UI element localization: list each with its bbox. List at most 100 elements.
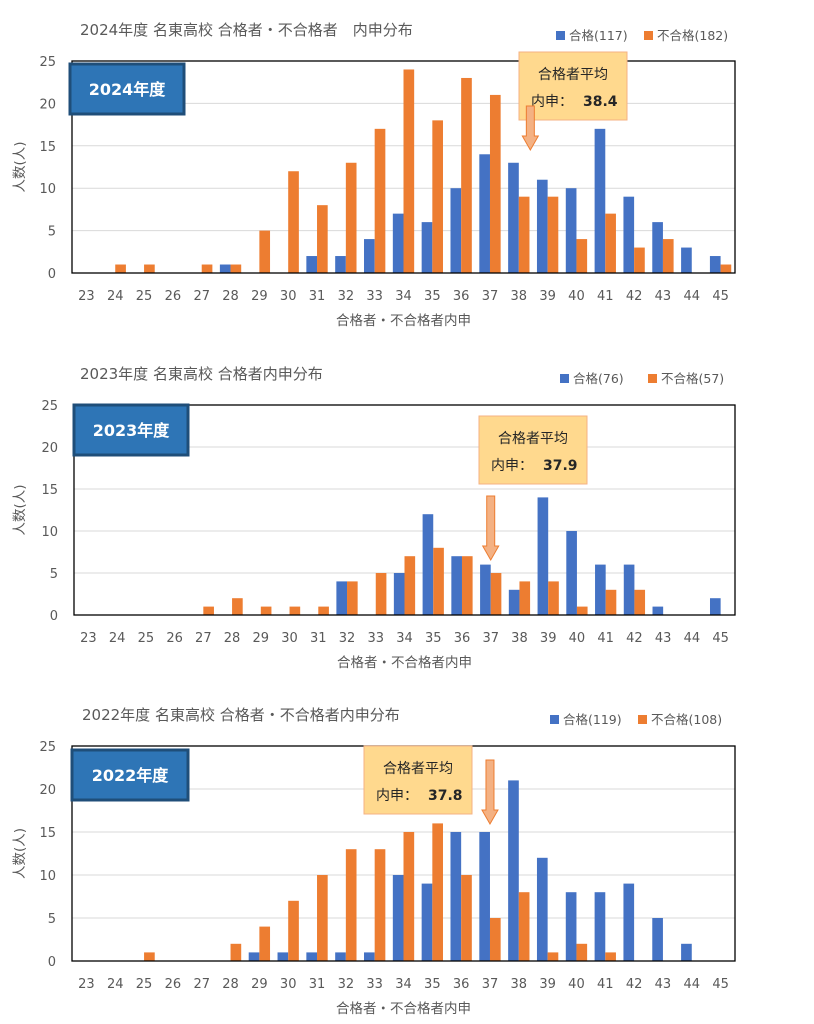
bar-fail-31 (317, 875, 328, 961)
x-axis-title: 合格者・不合格者内申 (336, 1001, 471, 1017)
x-tick-label: 32 (339, 631, 356, 646)
bar-pass-29 (248, 952, 260, 961)
x-tick-label: 28 (222, 289, 239, 304)
bar-pass-45 (709, 598, 721, 615)
x-tick-label: 42 (626, 977, 643, 992)
bar-pass-39 (537, 497, 549, 615)
bar-pass-34 (393, 573, 405, 615)
x-tick-label: 42 (626, 289, 643, 304)
x-tick-label: 29 (253, 631, 270, 646)
bar-fail-29 (259, 926, 271, 961)
bar-pass-38 (508, 162, 519, 273)
chart-2024: 2024年度 名東高校 合格者・不合格者 内申分布 合格(117) 不合格(182)… (12, 21, 736, 329)
average-box (518, 51, 628, 121)
bar-fail-41 (605, 589, 617, 615)
bar-pass-40 (565, 892, 577, 961)
y-axis-title: 人数(人) (12, 828, 28, 879)
bar-fail-34 (404, 556, 416, 615)
x-tick-label: 36 (454, 631, 471, 646)
bar-fail-37 (490, 573, 502, 615)
x-axis-title: 合格者・不合格者内申 (336, 313, 471, 329)
x-tick-label: 40 (568, 289, 585, 304)
bar-pass-44 (681, 247, 692, 273)
bar-fail-34 (403, 832, 415, 961)
bar-pass-43 (652, 222, 663, 273)
x-tick-label: 34 (395, 289, 412, 304)
bar-pass-41 (595, 564, 606, 615)
x-tick-label: 43 (655, 289, 672, 304)
x-tick-label: 23 (78, 289, 95, 304)
x-tick-label: 28 (224, 631, 241, 646)
x-tick-label: 32 (338, 289, 355, 304)
bar-pass-34 (392, 213, 404, 273)
bar-fail-40 (576, 239, 588, 273)
bar-fail-42 (634, 589, 646, 615)
bar-fail-36 (461, 556, 473, 615)
bar-fail-25 (144, 952, 155, 961)
average-box-title: 合格者平均 (498, 431, 568, 447)
bar-fail-35 (432, 823, 443, 961)
bar-fail-41 (605, 213, 616, 273)
x-tick-label: 43 (655, 977, 672, 992)
bar-pass-43 (652, 918, 663, 961)
legend-swatch-pass (550, 715, 559, 724)
bar-fail-38 (518, 892, 530, 961)
average-box-value: 37.9 (543, 458, 578, 474)
bar-fail-34 (403, 69, 415, 273)
y-tick-label: 10 (41, 525, 58, 540)
x-tick-label: 39 (539, 977, 556, 992)
bar-fail-39 (547, 952, 559, 961)
x-tick-label: 25 (136, 977, 153, 992)
average-box-label: 内申： (376, 788, 418, 804)
x-tick-label: 41 (597, 289, 614, 304)
y-tick-label: 10 (39, 182, 56, 197)
bar-pass-31 (306, 952, 318, 961)
bar-fail-30 (289, 606, 301, 615)
y-axis-title: 人数(人) (12, 484, 28, 535)
x-tick-label: 24 (107, 289, 124, 304)
x-tick-label: 25 (136, 289, 153, 304)
x-axis-title: 合格者・不合格者内申 (337, 655, 472, 671)
bar-fail-35 (433, 547, 444, 615)
x-tick-label: 37 (482, 977, 499, 992)
plot-area-border (73, 404, 736, 616)
bar-fail-27 (201, 264, 213, 273)
plot-area-border (71, 60, 736, 274)
x-tick-label: 35 (424, 977, 441, 992)
bar-fail-32 (347, 581, 358, 615)
bar-fail-40 (576, 606, 588, 615)
y-tick-label: 25 (39, 55, 56, 70)
x-tick-label: 33 (366, 289, 383, 304)
y-tick-label: 0 (48, 267, 56, 282)
x-tick-label: 41 (597, 977, 614, 992)
bar-fail-30 (288, 171, 299, 273)
bar-pass-37 (479, 832, 490, 961)
bar-fail-43 (662, 239, 674, 273)
x-tick-label: 27 (193, 977, 210, 992)
bar-pass-39 (536, 179, 548, 273)
bar-pass-33 (364, 239, 375, 273)
bar-pass-35 (421, 222, 433, 273)
x-tick-label: 35 (424, 289, 441, 304)
bar-fail-29 (259, 230, 271, 273)
bar-fail-39 (547, 196, 559, 273)
x-tick-label: 31 (309, 977, 326, 992)
x-tick-label: 45 (712, 289, 729, 304)
x-tick-label: 38 (511, 289, 528, 304)
y-tick-label: 20 (39, 783, 56, 798)
bar-pass-40 (566, 531, 577, 615)
x-tick-label: 34 (396, 631, 413, 646)
x-tick-label: 29 (251, 289, 268, 304)
bar-fail-30 (288, 900, 299, 961)
bar-pass-35 (421, 883, 433, 961)
bar-fail-25 (144, 264, 155, 273)
x-tick-label: 42 (626, 631, 643, 646)
bar-fail-39 (548, 581, 559, 615)
bar-fail-31 (318, 606, 329, 615)
x-tick-label: 30 (281, 631, 298, 646)
bar-fail-38 (518, 196, 530, 273)
y-tick-label: 5 (48, 225, 56, 240)
year-badge (68, 62, 186, 116)
bar-pass-32 (335, 256, 346, 273)
bar-fail-40 (576, 943, 588, 961)
